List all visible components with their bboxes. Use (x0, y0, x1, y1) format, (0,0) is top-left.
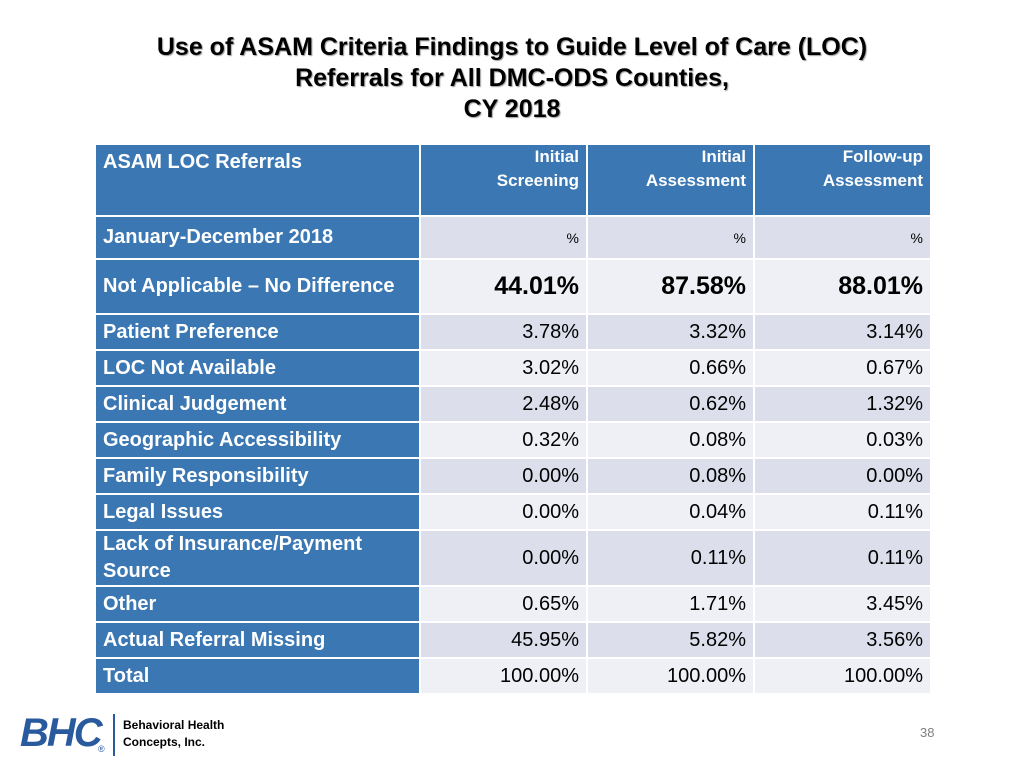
table-row: Lack of Insurance/Payment Source 0.00% 0… (94, 529, 932, 587)
table-row: Geographic Accessibility 0.32% 0.08% 0.0… (94, 421, 932, 459)
cell-initial-screening: 100.00% (419, 657, 588, 695)
cell-initial-assessment: % (586, 215, 755, 260)
table-row-total: Total 100.00% 100.00% 100.00% (94, 657, 932, 695)
title-line-3: CY 2018 (463, 95, 561, 123)
cell-initial-assessment: 0.04% (586, 493, 755, 531)
cell-follow-up-assessment: 3.14% (753, 313, 932, 351)
row-label: Lack of Insurance/Payment Source (94, 529, 421, 587)
cell-initial-screening: % (419, 215, 588, 260)
table-row: Clinical Judgement 2.48% 0.62% 1.32% (94, 385, 932, 423)
cell-follow-up-assessment: 1.32% (753, 385, 932, 423)
row-label: Not Applicable – No Difference (94, 258, 421, 315)
bhc-logo-mark: BHC (20, 711, 103, 755)
cell-follow-up-assessment: 3.45% (753, 585, 932, 623)
cell-initial-assessment: 87.58% (586, 258, 755, 315)
cell-follow-up-assessment: 100.00% (753, 657, 932, 695)
title-line-1: Use of ASAM Criteria Findings to Guide L… (156, 33, 868, 61)
logo-divider (113, 714, 115, 756)
cell-follow-up-assessment: 0.00% (753, 457, 932, 495)
table-row: Not Applicable – No Difference 44.01% 87… (94, 258, 932, 315)
table-row: January-December 2018 % % % (94, 215, 932, 260)
header-initial-screening: Initial Screening (419, 143, 588, 217)
cell-follow-up-assessment: 0.03% (753, 421, 932, 459)
page-number: 38 (920, 725, 935, 740)
cell-initial-screening: 0.00% (419, 529, 588, 587)
cell-initial-screening: 2.48% (419, 385, 588, 423)
row-label: Other (94, 585, 421, 623)
table-row: Other 0.65% 1.71% 3.45% (94, 585, 932, 623)
table-row: Legal Issues 0.00% 0.04% 0.11% (94, 493, 932, 531)
cell-follow-up-assessment: 3.56% (753, 621, 932, 659)
table-row: Patient Preference 3.78% 3.32% 3.14% (94, 313, 932, 351)
cell-follow-up-assessment: 0.11% (753, 529, 932, 587)
cell-initial-screening: 0.00% (419, 457, 588, 495)
bhc-logo: BHC ® Behavioral Health Concepts, Inc. (20, 710, 250, 760)
cell-initial-screening: 3.02% (419, 349, 588, 387)
cell-initial-assessment: 0.08% (586, 457, 755, 495)
row-label: Actual Referral Missing (94, 621, 421, 659)
row-label: LOC Not Available (94, 349, 421, 387)
cell-initial-assessment: 0.62% (586, 385, 755, 423)
cell-initial-assessment: 0.08% (586, 421, 755, 459)
logo-company-line-1: Behavioral Health (123, 718, 225, 732)
cell-initial-assessment: 3.32% (586, 313, 755, 351)
row-label: January-December 2018 (94, 215, 421, 260)
cell-initial-screening: 3.78% (419, 313, 588, 351)
cell-initial-assessment: 0.66% (586, 349, 755, 387)
row-label: Legal Issues (94, 493, 421, 531)
row-label: Family Responsibility (94, 457, 421, 495)
asam-loc-referrals-table: ASAM LOC Referrals Initial Screening Ini… (94, 143, 932, 695)
cell-follow-up-assessment: % (753, 215, 932, 260)
row-label: Geographic Accessibility (94, 421, 421, 459)
header-asam-loc-referrals: ASAM LOC Referrals (94, 143, 421, 217)
cell-initial-screening: 44.01% (419, 258, 588, 315)
logo-company-line-2: Concepts, Inc. (123, 735, 206, 749)
table-row: Family Responsibility 0.00% 0.08% 0.00% (94, 457, 932, 495)
row-label: Patient Preference (94, 313, 421, 351)
cell-initial-screening: 0.65% (419, 585, 588, 623)
slide-title: Use of ASAM Criteria Findings to Guide L… (0, 32, 1024, 125)
cell-initial-assessment: 0.11% (586, 529, 755, 587)
row-label: Clinical Judgement (94, 385, 421, 423)
cell-follow-up-assessment: 0.11% (753, 493, 932, 531)
cell-initial-screening: 0.32% (419, 421, 588, 459)
table-row: Actual Referral Missing 45.95% 5.82% 3.5… (94, 621, 932, 659)
title-line-2: Referrals for All DMC-ODS Counties, (295, 64, 729, 92)
cell-initial-assessment: 1.71% (586, 585, 755, 623)
cell-initial-screening: 0.00% (419, 493, 588, 531)
table-row: LOC Not Available 3.02% 0.66% 0.67% (94, 349, 932, 387)
header-follow-up-assessment: Follow-up Assessment (753, 143, 932, 217)
header-initial-assessment: Initial Assessment (586, 143, 755, 217)
cell-follow-up-assessment: 88.01% (753, 258, 932, 315)
cell-follow-up-assessment: 0.67% (753, 349, 932, 387)
cell-initial-assessment: 5.82% (586, 621, 755, 659)
cell-initial-screening: 45.95% (419, 621, 588, 659)
cell-initial-assessment: 100.00% (586, 657, 755, 695)
table-header-row: ASAM LOC Referrals Initial Screening Ini… (94, 143, 932, 217)
row-label: Total (94, 657, 421, 695)
registered-mark: ® (98, 744, 105, 754)
